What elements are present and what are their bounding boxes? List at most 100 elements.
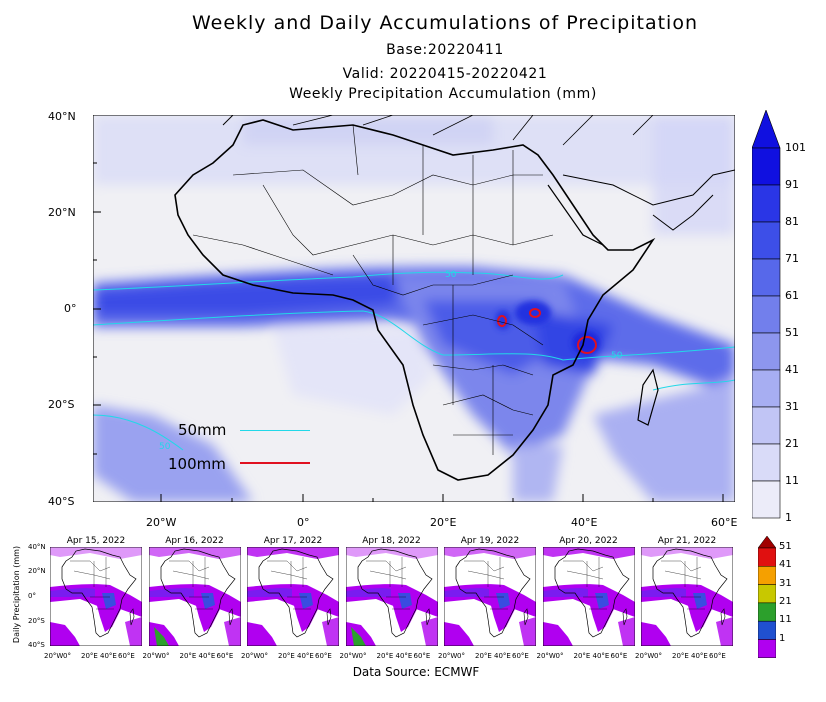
daily-lon-label: 20°E: [81, 652, 98, 660]
daily-panel-title: Apr 16, 2022: [165, 536, 224, 546]
daily-lat-label: 40°N: [28, 543, 46, 551]
daily-panel-map: [148, 547, 241, 646]
daily-lon-label: 40°E: [297, 652, 314, 660]
daily-lon-label: 0°: [161, 652, 170, 660]
daily-lon-label: 40°E: [100, 652, 117, 660]
daily-lon-label: 20°E: [278, 652, 295, 660]
daily-colorbar-label: 41: [779, 559, 792, 571]
daily-panel-map: [50, 547, 142, 646]
daily-lon-label: 20°W: [44, 652, 64, 660]
daily-ylabel: Daily Precipitation (mm): [12, 545, 22, 644]
legend-50mm-label: 50mm: [178, 421, 227, 439]
daily-lon-label: 20°W: [241, 652, 261, 660]
legend-100mm-label: 100mm: [168, 455, 226, 473]
lon-label: 60°E: [711, 516, 738, 529]
colorbar-label: 101: [785, 141, 806, 154]
legend-100mm-line: [240, 462, 310, 464]
daily-panel-map: [444, 547, 536, 646]
daily-lon-label: 20°W: [339, 652, 359, 660]
daily-colorbar-cell: [758, 566, 776, 585]
daily-lat-label: 40°S: [28, 641, 45, 649]
daily-lon-label: 40°E: [395, 652, 413, 660]
daily-panel-map: [345, 547, 438, 646]
daily-lon-label: 20°E: [179, 652, 197, 660]
daily-lon-label: 60°E: [709, 652, 726, 660]
colorbar-cell: [752, 332, 781, 371]
daily-lon-label: 60°E: [512, 652, 529, 660]
colorbar-label: 51: [785, 326, 799, 339]
daily-lon-label: 40°E: [592, 652, 610, 660]
daily-colorbar: [758, 536, 776, 658]
daily-lon-label: 20°W: [438, 652, 458, 660]
daily-lat-label: 20°S: [28, 617, 45, 625]
daily-lon-label: 0°: [457, 652, 465, 660]
colorbar-label: 31: [785, 400, 799, 413]
daily-colorbar-cell: [758, 639, 776, 658]
weekly-precipitation-map: 50 50 50: [93, 115, 735, 502]
daily-lon-label: 20°W: [142, 652, 162, 660]
daily-lat-label: 0°: [28, 592, 36, 600]
valid-range: Valid: 20220415-20220421: [342, 66, 548, 82]
daily-colorbar-label: 31: [779, 577, 792, 589]
colorbar-label: 71: [785, 252, 799, 265]
daily-panel-title: Apr 17, 2022: [263, 536, 323, 546]
colorbar-cell: [752, 184, 781, 223]
daily-lon-label: 0°: [358, 652, 367, 660]
contour-label: 50: [611, 351, 623, 361]
daily-lon-label: 20°E: [475, 652, 492, 660]
daily-lon-label: 20°E: [376, 652, 394, 660]
lon-label: 40°E: [571, 516, 598, 529]
base-date: Base:20220411: [386, 42, 504, 58]
daily-colorbar-cell: [758, 620, 776, 640]
colorbar-cell: [752, 147, 781, 186]
colorbar-label: 81: [785, 215, 799, 228]
daily-colorbar-cell: [758, 584, 776, 604]
colorbar-cell: [752, 480, 781, 519]
daily-lon-label: 60°E: [216, 652, 234, 660]
colorbar-label: 21: [785, 437, 799, 450]
daily-colorbar-cell: [758, 602, 776, 622]
daily-lon-label: 40°E: [198, 652, 216, 660]
daily-lon-label: 20°W: [635, 652, 655, 660]
contour-label: 50: [159, 442, 171, 452]
daily-panel-map: [542, 547, 635, 646]
daily-colorbar-label: 21: [779, 595, 792, 607]
lon-label: 20°W: [146, 516, 177, 529]
lat-label: 20°S: [48, 398, 75, 411]
daily-lon-label: 60°E: [315, 652, 332, 660]
daily-colorbar-label: 1: [779, 632, 786, 644]
lon-label: 20°E: [430, 516, 457, 529]
daily-colorbar-label: 51: [779, 541, 792, 552]
daily-ylabel-wrap: Daily Precipitation (mm): [12, 540, 26, 655]
colorbar-cell: [752, 295, 781, 334]
lat-label: 40°N: [48, 110, 76, 123]
colorbar-arrow: [752, 110, 781, 149]
lat-label: 20°N: [48, 206, 76, 219]
daily-lon-label: 40°E: [691, 652, 708, 660]
weekly-colorbar: [752, 110, 781, 519]
colorbar-label: 1: [785, 511, 792, 524]
daily-panel-title: Apr 15, 2022: [66, 536, 126, 546]
daily-panel-map: [247, 547, 339, 646]
colorbar-label: 61: [785, 289, 799, 302]
colorbar-label: 11: [785, 474, 799, 487]
daily-lon-label: 0°: [555, 652, 564, 660]
daily-lat-label: 20°N: [28, 567, 46, 575]
daily-colorbar-cell: [758, 547, 776, 567]
legend-50mm-line: [240, 430, 310, 431]
colorbar-cell: [752, 258, 781, 297]
page-title: Weekly and Daily Accumulations of Precip…: [191, 12, 699, 34]
daily-lon-label: 60°E: [610, 652, 628, 660]
daily-lon-label: 60°E: [413, 652, 431, 660]
colorbar-cell: [752, 406, 781, 445]
africa-coastline: [174, 119, 656, 481]
lat-label: 0°: [64, 302, 77, 315]
daily-lon-label: 0°: [654, 652, 662, 660]
daily-panel-title: Apr 19, 2022: [460, 536, 520, 546]
daily-colorbar-label: 11: [779, 614, 792, 626]
lon-label: 0°: [297, 516, 310, 529]
madagascar-coastline: [637, 368, 659, 426]
colorbar-label: 41: [785, 363, 799, 376]
daily-lon-label: 20°W: [536, 652, 556, 660]
daily-colorbar-arrow: [758, 536, 776, 549]
